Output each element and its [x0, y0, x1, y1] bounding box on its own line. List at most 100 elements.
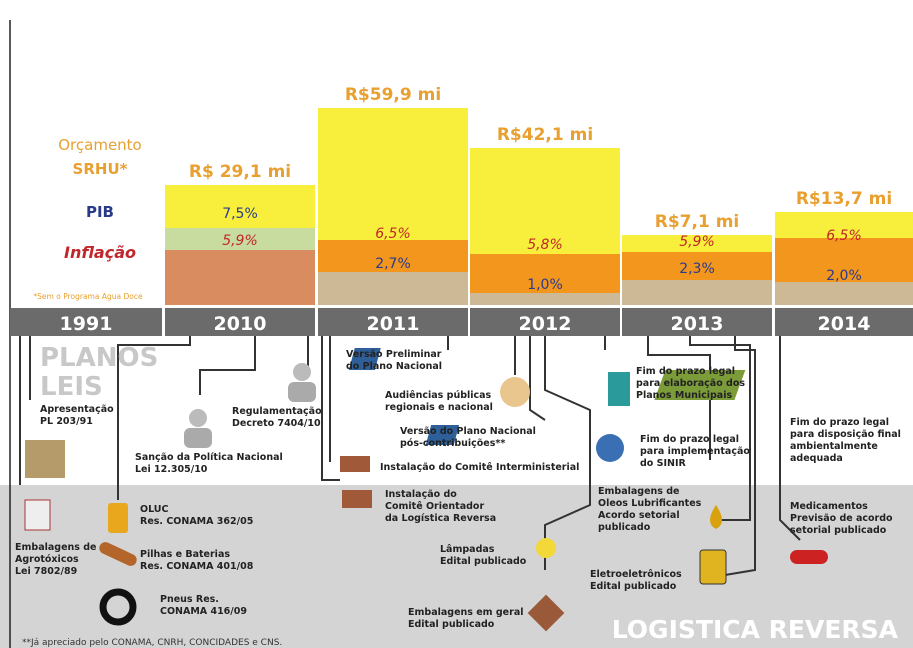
event-line: Edital publicado	[408, 619, 495, 630]
event-line: adequada	[790, 453, 843, 464]
icon-people	[342, 490, 372, 508]
pib-block	[470, 293, 620, 305]
event-line: Instalação do Comitê Interministerial	[380, 462, 579, 473]
inflation-value: 5,9%	[222, 233, 258, 249]
budget-label: Orçamento	[58, 136, 142, 154]
event-line: Lei 12.305/10	[135, 464, 208, 475]
inflation-label: Inflação	[64, 243, 136, 262]
event-line: Apresentação	[40, 404, 114, 415]
connector	[530, 335, 545, 420]
pib-block	[165, 250, 315, 305]
budget-value: R$7,1 mi	[655, 212, 740, 232]
event-line: Embalagens de	[598, 486, 679, 497]
event-line: Fim do prazo legal	[640, 434, 739, 445]
event-line: da Logística Reversa	[385, 513, 496, 524]
pib-block	[775, 282, 913, 305]
event-line: Agrotóxicos	[15, 554, 79, 565]
icon-pill	[790, 550, 828, 564]
year-label: 2014	[818, 313, 871, 335]
event-line: Embalagens de	[15, 542, 96, 553]
budget-value: R$13,7 mi	[796, 189, 892, 209]
event-line: OLUC	[140, 504, 169, 515]
event-line: ambientalmente	[790, 441, 878, 452]
budget-block	[318, 108, 468, 240]
budget-value: R$42,1 mi	[497, 125, 593, 145]
icon-person	[293, 363, 311, 381]
event-line: Embalagens em geral	[408, 607, 523, 618]
event-line: Res. CONAMA 362/05	[140, 516, 253, 527]
icon-lamp	[536, 538, 556, 558]
budget-value: R$ 29,1 mi	[189, 162, 291, 182]
icon-globe	[596, 434, 624, 462]
timeline: 1991 2010 2011 2012 2013 2014	[10, 308, 913, 336]
icon-people	[500, 377, 530, 407]
icon-meter	[700, 550, 726, 584]
event-line: Fim do prazo legal	[790, 417, 889, 428]
event-line: Lâmpadas	[440, 544, 495, 555]
event-line: do Plano Nacional	[346, 361, 442, 372]
year-label: 2011	[367, 313, 420, 335]
inflation-value: 6,5%	[375, 226, 411, 242]
year-label: 2012	[519, 313, 572, 335]
pib-value: 2,3%	[679, 261, 715, 277]
footnote: **Já apreciado pelo CONAMA, CNRH, CONCID…	[22, 638, 282, 648]
pib-block	[622, 280, 772, 305]
event-line: Eletroeletrônicos	[590, 569, 682, 580]
event-line: Medicamentos	[790, 501, 868, 512]
event-line: Versão Preliminar	[346, 349, 442, 360]
event-line: do SINIR	[640, 458, 686, 469]
icon-book	[608, 372, 630, 406]
icon-people	[340, 456, 370, 472]
pib-block	[318, 272, 468, 305]
pib-label: PIB	[86, 203, 114, 221]
event-line: Audiências públicas	[385, 390, 492, 401]
pib-value: 2,7%	[375, 256, 411, 272]
year-label: 2010	[214, 313, 267, 335]
pib-value: 7,5%	[222, 206, 258, 222]
section-title: LOGISTICA REVERSA	[612, 615, 899, 644]
event-label: RegulamentaçãoDecreto 7404/10	[232, 406, 322, 429]
connector	[200, 335, 255, 395]
budget-columns: R$ 29,1 mi 7,5% 5,9% R$59,9 mi 2,7% 6,5% R$42,…	[165, 85, 913, 305]
event-line: setorial publicado	[790, 525, 887, 536]
pib-value: 1,0%	[527, 277, 563, 293]
infographic: R$ 29,1 mi 7,5% 5,9% R$59,9 mi 2,7% 6,5% R$42,…	[0, 0, 913, 648]
event-line: Comitê Orientador	[385, 501, 484, 512]
event-line: Edital publicado	[440, 556, 527, 567]
budget-label: SRHU*	[73, 160, 128, 178]
icon-person	[184, 428, 212, 448]
icon-person	[288, 382, 316, 402]
event-line: Oleos Lubrificantes	[598, 498, 702, 509]
inflation-value: 5,8%	[527, 237, 563, 253]
icon-person	[189, 409, 207, 427]
event-line: para elaboração dos	[636, 378, 745, 389]
event-line: Sanção da Política Nacional	[135, 452, 283, 463]
event-line: CONAMA 416/09	[160, 606, 247, 617]
section-title: LEIS	[40, 372, 103, 402]
event-line: Pilhas e Baterias	[140, 549, 230, 560]
year-label: 2013	[671, 313, 724, 335]
event-line: PL 203/91	[40, 416, 93, 427]
event-line: pós-contribuições**	[400, 438, 505, 449]
event-line: Acordo setorial	[598, 510, 680, 521]
icon-papers	[25, 440, 65, 478]
event-line: Planos Municipais	[636, 390, 732, 401]
event-line: regionais e nacional	[385, 402, 493, 413]
inflation-value: 6,5%	[826, 228, 862, 244]
event-line: Versão do Plano Nacional	[400, 426, 536, 437]
event-line: Pneus Res.	[160, 594, 219, 605]
budget-value: R$59,9 mi	[345, 85, 441, 105]
event-line: Previsão de acordo	[790, 513, 893, 524]
event-label: Instalação do Comitê Interministerial	[380, 462, 579, 473]
event-line: Regulamentação	[232, 406, 322, 417]
event-line: para disposição final	[790, 429, 901, 440]
event-line: Instalação do	[385, 489, 457, 500]
event-line: para implementação	[640, 446, 750, 457]
year-label: 1991	[60, 313, 113, 335]
